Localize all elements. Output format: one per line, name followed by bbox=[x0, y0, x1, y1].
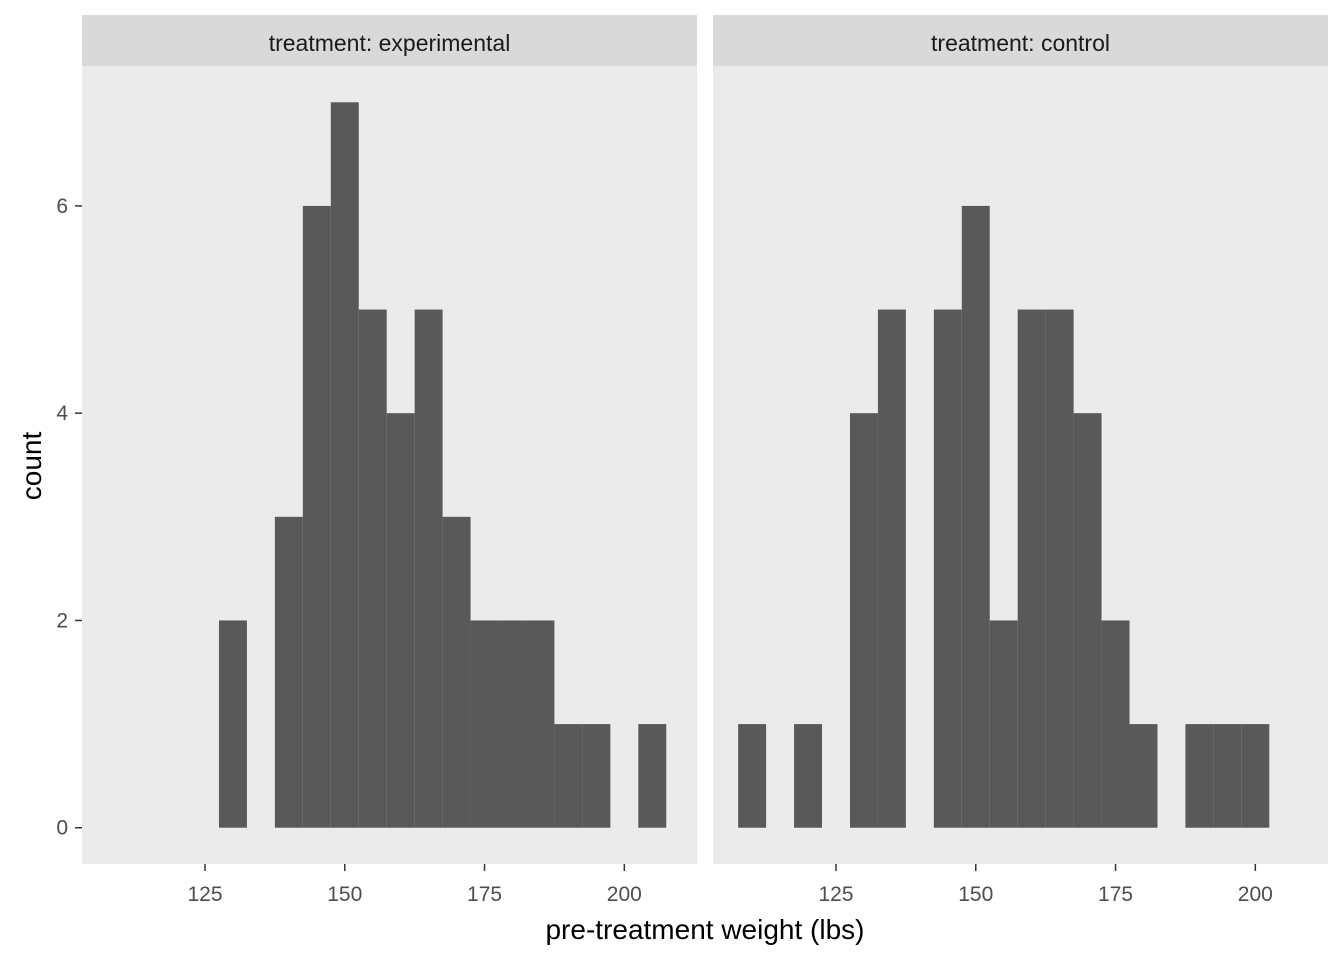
y-axis: 0 2 4 6 bbox=[56, 195, 82, 840]
x-tick-label: 200 bbox=[1238, 883, 1273, 906]
histogram-bar bbox=[1241, 724, 1270, 828]
histogram-bar bbox=[1101, 620, 1130, 828]
y-tick-label: 4 bbox=[56, 402, 68, 425]
histogram-bar bbox=[1017, 309, 1046, 828]
histogram-bar bbox=[738, 724, 767, 828]
x-tick-label: 175 bbox=[467, 883, 502, 906]
facet-panel-2: treatment: control 125 150 175 200 bbox=[713, 15, 1328, 906]
histogram-bar bbox=[794, 724, 823, 828]
histogram-bar bbox=[1213, 724, 1242, 828]
histogram-bar bbox=[877, 309, 906, 828]
histogram-bar bbox=[582, 724, 611, 828]
histogram-bar bbox=[1185, 724, 1214, 828]
histogram-bar bbox=[218, 620, 247, 828]
x-tick-label: 200 bbox=[607, 883, 642, 906]
histogram-bar bbox=[498, 620, 527, 828]
histogram-bar bbox=[554, 724, 583, 828]
histogram-bar bbox=[330, 102, 359, 828]
histogram-bar bbox=[302, 205, 331, 828]
facet-strip-label: treatment: experimental bbox=[269, 30, 511, 56]
histogram-bar bbox=[989, 620, 1018, 828]
histogram-bar bbox=[470, 620, 499, 828]
y-tick-label: 2 bbox=[56, 609, 68, 632]
y-axis-title: count bbox=[16, 432, 47, 501]
histogram-bar bbox=[961, 205, 990, 828]
histogram-bar bbox=[1129, 724, 1158, 828]
histogram-bar bbox=[358, 309, 387, 828]
histogram-bar bbox=[1045, 309, 1074, 828]
histogram-bar bbox=[442, 516, 471, 828]
x-tick-label: 125 bbox=[187, 883, 222, 906]
x-tick-label: 150 bbox=[327, 883, 362, 906]
histogram-bar bbox=[414, 309, 443, 828]
y-tick-label: 6 bbox=[56, 195, 68, 218]
histogram-bar bbox=[849, 413, 878, 828]
x-tick-label: 150 bbox=[958, 883, 993, 906]
x-tick-label: 125 bbox=[818, 883, 853, 906]
histogram-bar bbox=[274, 516, 303, 828]
x-axis-title: pre-treatment weight (lbs) bbox=[545, 914, 864, 945]
histogram-bar bbox=[1073, 413, 1102, 828]
facet-strip bbox=[713, 15, 1328, 66]
facet-panel-1: treatment: experimental 125 150 175 200 bbox=[82, 15, 697, 906]
y-tick-label: 0 bbox=[56, 817, 68, 840]
histogram-bar bbox=[526, 620, 555, 828]
histogram-bar bbox=[933, 309, 962, 828]
histogram-bar bbox=[638, 724, 667, 828]
facet-strip bbox=[82, 15, 697, 66]
x-tick-label: 175 bbox=[1098, 883, 1133, 906]
facet-strip-label: treatment: control bbox=[931, 30, 1110, 56]
histogram-bar bbox=[386, 413, 415, 828]
